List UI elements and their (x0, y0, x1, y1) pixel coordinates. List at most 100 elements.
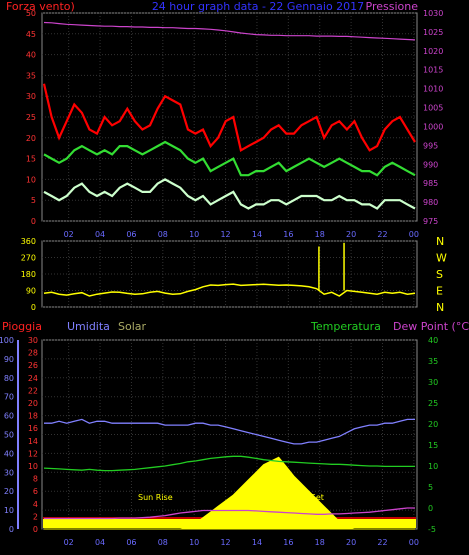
temperature-series (43, 418, 416, 530)
x-tick-label: 00 (409, 230, 419, 239)
x-tick-label: 02 (64, 538, 74, 547)
wind-tick-label: 20 (26, 134, 36, 143)
pressure-axis-ticks: 975 980 985 990 995 1000 1005 1010 1015 1020 1025 1… (423, 9, 443, 226)
wind-tick-label: 45 (26, 30, 36, 39)
pressure-tick-label: 985 (423, 179, 438, 188)
wind-tick-label: 40 (26, 51, 36, 60)
x-tick-label: 10 (189, 230, 199, 239)
wind-tick-label: 25 (26, 113, 36, 122)
series-line-vento (43, 140, 416, 177)
temperature-tick-label: 20 (428, 420, 438, 429)
pressure-tick-label: 1000 (423, 122, 443, 131)
direction-tick-label: 360 (21, 237, 36, 246)
series-line-temperatura (43, 455, 415, 472)
humidity-tick-label: 30 (4, 468, 14, 477)
pressure-tick-label: 1010 (423, 85, 443, 94)
wind-series (42, 21, 416, 210)
wind-chart-x-ticks: 02 04 06 08 10 12 14 16 18 20 22 00 (64, 230, 419, 239)
temperature-tick-label: 30 (428, 378, 438, 387)
humidity-tick-label: 60 (4, 412, 14, 421)
wind-tick-label: 30 (26, 92, 36, 101)
humidity-axis-ticks: 0 10 20 30 40 50 60 70 80 90 100 (0, 336, 19, 534)
rain-tick-label: 20 (28, 399, 38, 408)
rain-tick-label: 30 (28, 336, 38, 345)
humidity-tick-label: 70 (4, 393, 14, 402)
temperature-axis-ticks: -5 0 5 10 15 20 25 30 35 40 (428, 336, 438, 534)
series-line-pressione (43, 21, 416, 41)
pressure-tick-label: 990 (423, 160, 438, 169)
rain-tick-label: 8 (33, 475, 38, 484)
x-tick-label: 12 (220, 538, 230, 547)
compass-label: E (436, 285, 443, 298)
wind-tick-label: 35 (26, 71, 36, 80)
direction-tick-label: 180 (21, 270, 36, 279)
humidity-tick-label: 10 (4, 506, 14, 515)
series-line-raffica (42, 83, 416, 152)
humidity-tick-label: 100 (0, 336, 14, 345)
humidity-tick-label: 40 (4, 449, 14, 458)
x-tick-label: 16 (283, 538, 293, 547)
compass-label: S (436, 268, 443, 281)
rain-tick-label: 18 (28, 412, 38, 421)
temperature-tick-label: -5 (428, 525, 436, 534)
rain-tick-label: 24 (28, 374, 38, 383)
direction-series (43, 242, 416, 297)
chart-title: 24 hour graph data - 22 Gennaio 2017 (152, 0, 364, 13)
series-line-umidita (44, 418, 415, 445)
wind-axis-ticks: 0 5 10 15 20 25 30 35 40 45 50 (26, 9, 36, 226)
direction-chart-grid (42, 240, 417, 308)
pressure-axis-label: Pressione (366, 0, 419, 13)
x-tick-label: 14 (252, 230, 262, 239)
compass-label: N (436, 235, 444, 248)
pressure-tick-label: 1030 (423, 9, 443, 18)
solar-area (44, 456, 415, 530)
wind-tick-label: 5 (31, 196, 36, 205)
x-tick-label: 18 (315, 230, 325, 239)
pressure-tick-label: 1015 (423, 66, 443, 75)
humidity-tick-label: 90 (4, 355, 14, 364)
solar-axis-label: Solar (118, 320, 147, 333)
x-tick-label: 08 (158, 538, 168, 547)
humidity-tick-label: 80 (4, 374, 14, 383)
humidity-tick-label: 20 (4, 487, 14, 496)
direction-tick-label: 270 (21, 254, 36, 263)
rain-tick-label: 12 (28, 449, 38, 458)
wind-axis-label: Forza vento) (6, 0, 75, 13)
rain-tick-label: 6 (33, 487, 38, 496)
rain-tick-label: 4 (33, 500, 38, 509)
wind-tick-label: 10 (26, 175, 36, 184)
x-tick-label: 18 (315, 538, 325, 547)
temperature-tick-label: 0 (428, 504, 433, 513)
wind-tick-label: 0 (31, 217, 36, 226)
x-tick-label: 22 (377, 538, 387, 547)
rain-tick-label: 2 (33, 512, 38, 521)
x-tick-label: 06 (126, 538, 136, 547)
x-tick-label: 20 (346, 230, 356, 239)
x-tick-label: 14 (252, 538, 262, 547)
temperature-chart-x-ticks: 02 04 06 08 10 12 14 16 18 20 22 00 (64, 538, 419, 547)
temperature-tick-label: 40 (428, 336, 438, 345)
sunrise-label: Sun Rise (138, 493, 173, 502)
rain-axis-label: Pioggia (2, 320, 42, 333)
pressure-tick-label: 1025 (423, 28, 443, 37)
rain-tick-label: 28 (28, 349, 38, 358)
x-tick-label: 06 (126, 230, 136, 239)
rain-tick-label: 26 (28, 361, 38, 370)
x-tick-label: 20 (346, 538, 356, 547)
x-tick-label: 10 (189, 538, 199, 547)
direction-tick-label: 90 (26, 287, 36, 296)
wind-tick-label: 15 (26, 155, 36, 164)
temperature-tick-label: 5 (428, 483, 433, 492)
rain-tick-label: 16 (28, 424, 38, 433)
wind-tick-label: 50 (26, 9, 36, 18)
pressure-tick-label: 1020 (423, 47, 443, 56)
humidity-tick-label: 0 (9, 525, 14, 534)
humidity-tick-label: 50 (4, 431, 14, 440)
x-tick-label: 04 (95, 230, 105, 239)
direction-axis-ticks: 0 90 180 270 360 (21, 237, 36, 312)
